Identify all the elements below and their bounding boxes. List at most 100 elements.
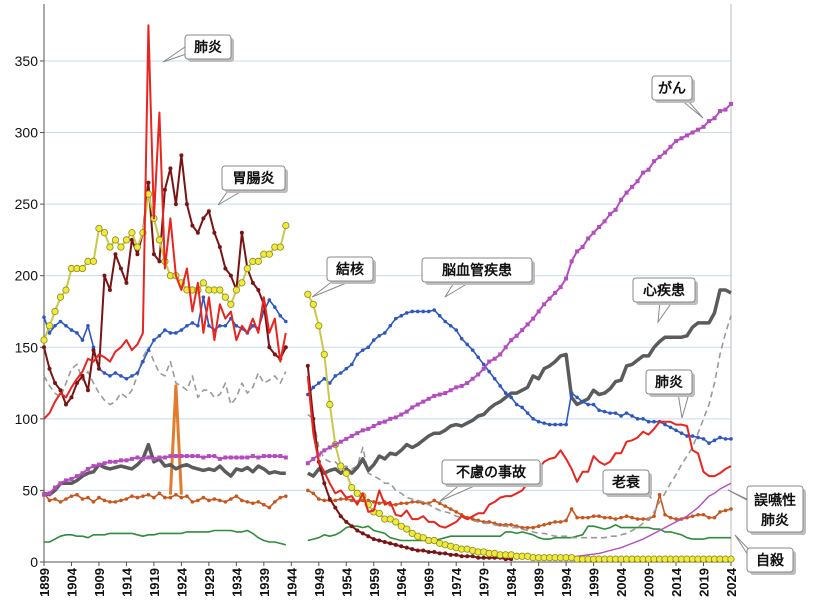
data-point	[146, 492, 151, 497]
data-point	[674, 517, 678, 521]
data-point	[712, 116, 717, 121]
data-point	[228, 455, 233, 460]
data-point	[212, 454, 217, 459]
callout-不慮の事故: 不慮の事故	[439, 459, 543, 502]
data-point	[311, 385, 316, 390]
data-point	[223, 266, 228, 271]
series-心疾患	[43, 288, 732, 497]
data-point	[487, 359, 492, 364]
data-point	[360, 348, 365, 352]
data-point	[509, 522, 513, 527]
data-point	[707, 441, 711, 445]
data-point	[476, 355, 480, 360]
data-point	[421, 548, 426, 553]
data-point	[261, 454, 266, 459]
x-tick-label: 2024	[724, 567, 739, 597]
data-point	[40, 336, 48, 344]
data-point	[558, 422, 563, 427]
data-point	[657, 154, 662, 159]
callout-脳血管疾患: 脳血管疾患	[421, 257, 535, 298]
data-point	[130, 374, 134, 378]
data-point	[685, 133, 690, 138]
data-point	[437, 313, 442, 318]
data-point	[141, 359, 145, 364]
y-tick-label: 300	[15, 125, 39, 141]
data-point	[168, 166, 173, 171]
data-point	[727, 555, 735, 563]
callout-老衰: 老衰	[602, 469, 652, 500]
data-point	[580, 515, 585, 520]
data-point	[619, 515, 623, 520]
data-point	[459, 554, 464, 559]
data-point	[283, 345, 288, 350]
data-point	[320, 350, 328, 359]
data-point	[146, 348, 151, 352]
data-point	[322, 376, 327, 381]
data-point	[75, 492, 79, 497]
data-point	[443, 319, 448, 324]
data-point	[608, 411, 612, 415]
data-point	[278, 313, 283, 318]
data-point	[630, 184, 635, 189]
data-point	[448, 388, 453, 393]
data-point	[42, 492, 46, 497]
data-point	[212, 497, 217, 501]
data-point	[404, 409, 409, 414]
data-point	[284, 319, 288, 324]
series-line	[306, 288, 732, 478]
data-point	[575, 395, 579, 400]
data-point	[536, 419, 541, 424]
data-point	[498, 352, 503, 357]
data-point	[102, 498, 107, 503]
data-point	[553, 520, 557, 524]
data-point	[267, 345, 272, 350]
data-point	[86, 495, 90, 500]
data-point	[47, 331, 52, 335]
data-point	[157, 334, 162, 338]
data-point	[476, 372, 481, 377]
data-point	[591, 402, 596, 407]
data-point	[459, 383, 464, 388]
x-tick-label: 2014	[669, 567, 684, 597]
x-tick-label: 1964	[394, 567, 409, 597]
data-point	[542, 522, 546, 527]
data-point	[151, 252, 156, 257]
data-point	[272, 352, 277, 357]
data-point	[207, 323, 211, 328]
callout-label: 肺炎	[194, 40, 222, 56]
data-point	[223, 500, 228, 504]
data-point	[250, 454, 255, 459]
data-point	[509, 338, 514, 343]
data-point	[91, 464, 96, 469]
data-point	[179, 495, 184, 500]
data-point	[97, 495, 101, 500]
data-point	[239, 230, 244, 235]
data-point	[333, 374, 338, 378]
data-point	[377, 421, 382, 426]
data-point	[404, 501, 409, 506]
data-point	[58, 319, 63, 324]
data-point	[355, 352, 360, 357]
callout-label: がん	[658, 80, 686, 97]
callout-box	[184, 34, 232, 60]
data-point	[229, 497, 233, 501]
y-tick-label: 0	[30, 554, 38, 570]
y-tick-label: 150	[15, 339, 39, 355]
data-point	[311, 491, 316, 496]
data-point	[690, 130, 695, 135]
data-point	[419, 534, 427, 542]
data-point	[64, 323, 68, 328]
data-point	[146, 180, 151, 185]
data-point	[569, 259, 574, 264]
data-point	[619, 414, 623, 418]
data-point	[454, 552, 459, 557]
series-line	[43, 492, 287, 509]
series-line	[43, 24, 287, 420]
data-point	[185, 494, 189, 498]
data-point	[690, 434, 695, 438]
data-point	[382, 539, 387, 544]
data-point	[206, 454, 211, 459]
callout-label: 誤嚥性	[754, 492, 796, 509]
data-point	[227, 300, 235, 308]
data-point	[322, 448, 327, 453]
